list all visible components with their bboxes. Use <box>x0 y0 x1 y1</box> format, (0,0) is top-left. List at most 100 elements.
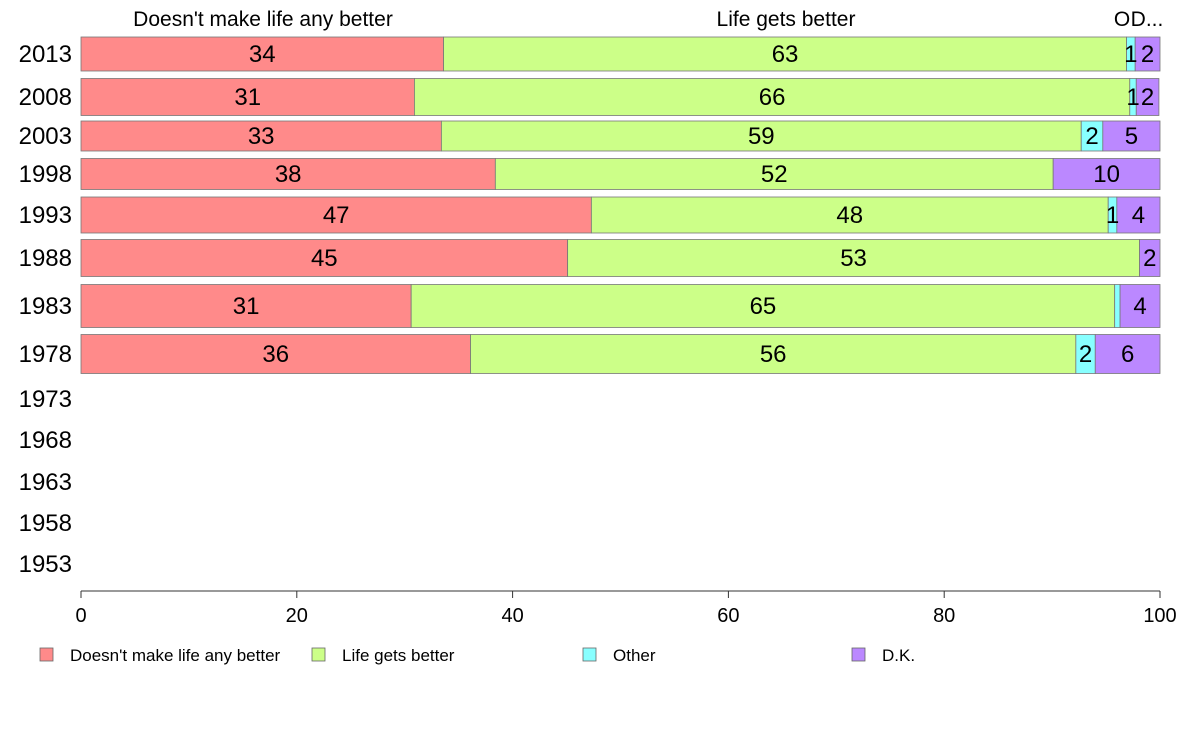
bar-segment <box>80 284 412 328</box>
data-label: 33 <box>248 123 275 150</box>
bar-row: 34 63 1 2 <box>80 36 1161 72</box>
bar-row: 36 56 2 6 <box>80 334 1161 374</box>
data-label: 66 <box>759 84 786 111</box>
bar-segment <box>1119 284 1161 328</box>
data-label: 31 <box>234 84 261 111</box>
data-label: 6 <box>1121 341 1134 368</box>
bar-segment <box>1102 120 1161 152</box>
y-axis-labels: 2013 2008 2003 1998 1993 1988 1983 1978 1973 1968… <box>19 41 72 578</box>
data-label: 1 <box>1106 202 1119 229</box>
legend-label: D.K. <box>882 646 915 665</box>
data-label: 52 <box>761 161 788 188</box>
legend-label: Other <box>613 646 656 665</box>
x-tick-label: 40 <box>501 605 523 627</box>
data-label: 2 <box>1079 341 1092 368</box>
bar-segment <box>470 334 1077 374</box>
bar-segment <box>80 36 444 72</box>
legend-item: Life gets better <box>311 646 455 665</box>
y-tick-label: 1968 <box>19 427 72 454</box>
y-tick-label: 2008 <box>19 84 72 111</box>
bar-segment <box>1116 196 1161 234</box>
bar-segment <box>410 284 1116 328</box>
bar-segment <box>1135 78 1160 116</box>
bar-segment <box>80 196 592 234</box>
bar-segment <box>80 334 471 374</box>
bar-row: 45 53 2 <box>80 239 1161 277</box>
data-label: 1 <box>1124 41 1137 68</box>
data-label: 59 <box>748 123 775 150</box>
bar-segment <box>1139 239 1161 277</box>
bar-row: 33 59 2 5 <box>80 120 1161 152</box>
bar-segment <box>567 239 1140 277</box>
top-category-labels: Doesn't make life any better Life gets be… <box>133 8 1163 31</box>
y-tick-label: 1998 <box>19 161 72 188</box>
data-label: 48 <box>836 202 863 229</box>
y-tick-label: 1983 <box>19 293 72 320</box>
y-tick-label: 2003 <box>19 123 72 150</box>
data-label: 36 <box>262 341 289 368</box>
legend-swatch <box>851 647 866 662</box>
top-label: D... <box>1131 8 1164 31</box>
data-label: 56 <box>760 341 787 368</box>
x-axis: 0 20 40 60 80 100 <box>75 590 1177 627</box>
data-label: 2 <box>1085 123 1098 150</box>
data-label: 63 <box>772 41 799 68</box>
data-label: 1 <box>1126 84 1139 111</box>
data-label: 38 <box>275 161 302 188</box>
data-label: 2 <box>1143 245 1156 272</box>
y-tick-label: 1988 <box>19 245 72 272</box>
y-tick-label: 1963 <box>19 469 72 496</box>
data-label: 4 <box>1133 293 1146 320</box>
bar-segment <box>1052 158 1161 190</box>
top-label: Life gets better <box>717 8 856 31</box>
data-label: 5 <box>1125 123 1138 150</box>
top-label: Doesn't make life any better <box>133 8 393 31</box>
data-label: 2 <box>1141 41 1154 68</box>
data-label: 53 <box>840 245 867 272</box>
x-tick-label: 60 <box>717 605 739 627</box>
legend-item: D.K. <box>851 646 915 665</box>
bar-segment <box>443 36 1127 72</box>
legend-swatch <box>39 647 54 662</box>
legend-swatch <box>582 647 597 662</box>
y-tick-label: 1958 <box>19 510 72 537</box>
bar-segment <box>1114 284 1121 328</box>
bar-row: 31 66 1 2 <box>80 78 1160 116</box>
x-tick-label: 20 <box>286 605 308 627</box>
data-label: 45 <box>311 245 338 272</box>
y-tick-label: 1978 <box>19 341 72 368</box>
bar-segment <box>80 120 442 152</box>
bar-segment <box>80 239 569 277</box>
bar-segment <box>1094 334 1161 374</box>
legend-label: Doesn't make life any better <box>70 646 281 665</box>
bar-segment <box>494 158 1054 190</box>
data-label: 47 <box>323 202 350 229</box>
data-label: 65 <box>750 293 777 320</box>
bar-segment <box>590 196 1109 234</box>
bar-row: 31 65 4 <box>80 284 1161 328</box>
legend-label: Life gets better <box>342 646 455 665</box>
legend-item: Doesn't make life any better <box>39 646 281 665</box>
data-label: 4 <box>1132 202 1145 229</box>
data-label: 2 <box>1141 84 1154 111</box>
data-label: 10 <box>1093 161 1120 188</box>
legend: Doesn't make life any better Life gets be… <box>39 646 915 665</box>
bar-segment <box>414 78 1131 116</box>
bar-segment <box>1134 36 1161 72</box>
y-tick-label: 1953 <box>19 551 72 578</box>
bar-row: 38 52 10 <box>80 158 1161 190</box>
bar-segment <box>440 120 1082 152</box>
y-tick-label: 2013 <box>19 41 72 68</box>
data-label: 31 <box>233 293 260 320</box>
x-tick-label: 100 <box>1143 605 1176 627</box>
data-label: 34 <box>249 41 276 68</box>
legend-swatch <box>311 647 326 662</box>
legend-item: Other <box>582 646 656 665</box>
x-tick-label: 80 <box>933 605 955 627</box>
bar-segment <box>80 158 496 190</box>
top-label: O <box>1114 8 1130 31</box>
x-tick-label: 0 <box>75 605 86 627</box>
bar-row: 47 48 1 4 <box>80 196 1161 234</box>
